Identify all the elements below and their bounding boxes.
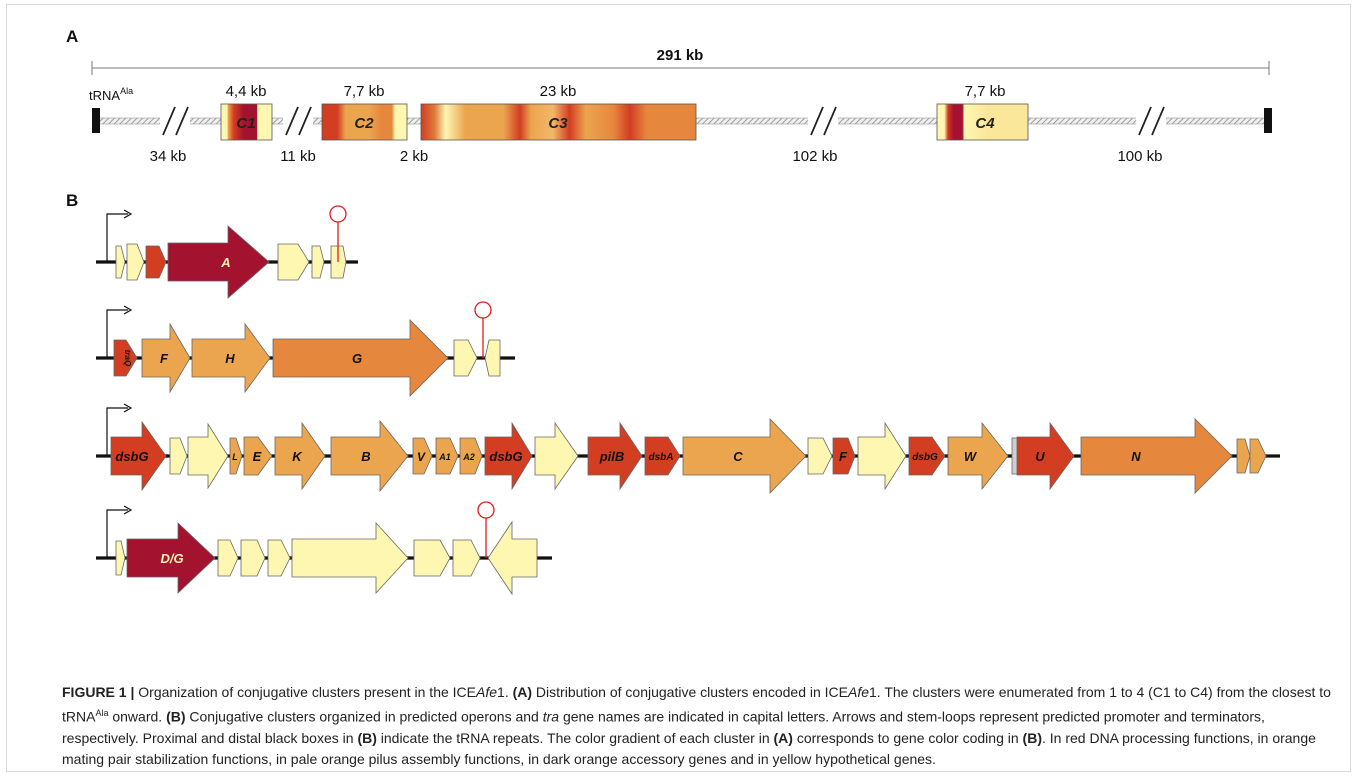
caption-text: onward. [108,708,167,725]
cluster-c1-box [220,103,273,141]
cluster-c4-name: C4 [975,115,995,132]
caption-ref-a: (A) [512,684,533,700]
gene-W-label: W [964,449,978,464]
caption-italic: tra [542,708,560,725]
total-length-label: 291 kb [657,47,704,64]
caption-superscript: Ala [95,708,109,718]
gap-label-34kb: 34 kb [150,148,187,165]
caption-text: Organization of conjugative clusters pre… [134,684,477,700]
caption-ref-a: (A) [773,729,793,746]
cluster-c4-size: 7,7 kb [965,83,1006,100]
caption-ref-b: (B) [166,708,186,725]
break-mark-102kb [808,106,838,136]
gene-C-label: C [733,449,743,464]
cluster-c1-name: C1 [236,115,255,132]
gene-dsbG-3-label: dsbG [912,452,938,463]
gap-label-102kb: 102 kb [792,148,837,165]
figure-caption: FIGURE 1 | Organization of conjugative c… [62,682,1332,770]
gene-G-label: G [352,351,362,366]
break-mark-34kb [160,106,190,136]
caption-figure-label: FIGURE 1 | [62,684,135,700]
break-mark-100kb [1136,106,1166,136]
caption-text: 1. The clusters were enumerated from 1 t… [62,684,1331,725]
gene-L-label: L [232,452,238,462]
gene-A2-label: A2 [462,452,475,462]
caption-ref-b: (B) [1022,729,1042,746]
break-mark-11kb [283,106,313,136]
gene-H-label: H [225,351,235,366]
gene-F-2-label: F [839,449,848,464]
caption-text: corresponds to gene color coding in [792,729,1023,746]
trna-repeat-proximal [92,108,100,133]
cluster-c4-box [936,103,1029,141]
panel-b-label: B [66,191,78,210]
gene-pilB-label: pilB [599,449,625,464]
cluster-c3-box [420,103,697,141]
caption-ref-b: (B) [357,729,377,746]
gene-E-label: E [253,449,262,464]
gap-label-2kb: 2 kb [400,148,428,165]
gene-dsbG-2-label: dsbG [489,449,522,464]
gene-dsbA-label: dsbA [649,452,674,463]
caption-italic: Afe [476,684,498,700]
cluster-c3-size: 23 kb [540,83,577,100]
gene-traQ-label: traQ [123,350,132,367]
operon-3 [96,403,1280,494]
operon-1 [96,205,358,299]
panel-a-label: A [66,27,78,46]
gene-V-label: V [417,450,426,464]
caption-italic: Afe [848,684,870,700]
gene-N-label: N [1131,449,1141,464]
gene-dsbG-1-label: dsbG [115,449,148,464]
gene-K-label: K [292,449,303,464]
caption-text: . In red DNA processing functions, in or… [62,729,1316,767]
caption-text: Conjugative clusters organized in predic… [185,708,543,725]
gene-F-label: F [160,351,169,366]
trna-repeat-distal [1264,108,1272,133]
figure-frame [6,4,1351,772]
cluster-c2-size: 7,7 kb [344,83,385,100]
gap-label-100kb: 100 kb [1117,148,1162,165]
caption-text: 1. [497,684,513,700]
diagram-canvas: A 291 kb tRNAAla C1 C2 C3 C4 4,4 kb 7,7 … [66,27,1280,596]
gene-A-label: A [220,255,230,270]
trna-label: tRNAAla [89,86,133,103]
cluster-c3-name: C3 [548,115,568,132]
gene-A1-label: A1 [438,452,451,462]
gene-U-label: U [1035,449,1045,464]
gene-B-label: B [361,449,370,464]
gene-DG-label: D/G [160,551,183,566]
caption-text: indicate the tRNA repeats. The color gra… [376,729,774,746]
operon-2 [96,301,515,397]
operon-4 [96,501,552,596]
cluster-c2-name: C2 [354,115,374,132]
cluster-c1-size: 4,4 kb [226,83,267,100]
caption-text: Distribution of conjugative clusters enc… [532,684,848,700]
cluster-c2-box [321,103,408,141]
gap-label-11kb: 11 kb [280,148,316,165]
caption-text: gene names are indicated in capital lett… [62,708,1265,746]
